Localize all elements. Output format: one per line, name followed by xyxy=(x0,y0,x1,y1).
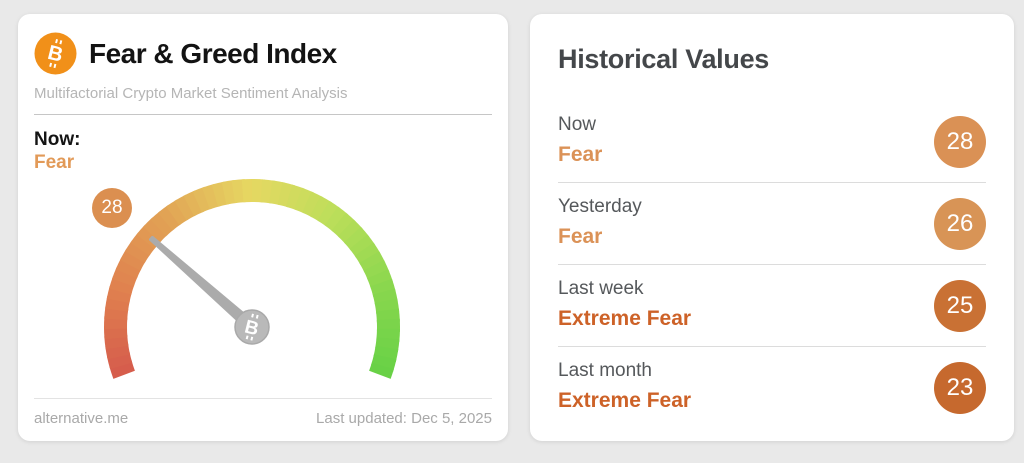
row-period-label: Last week xyxy=(558,278,644,299)
footer-link[interactable]: alternative.me xyxy=(34,410,129,427)
gauge-card-footer: alternative.me Last updated: Dec 5, 2025 xyxy=(34,398,492,427)
row-classification: Extreme Fear xyxy=(558,307,692,330)
svg-text:B: B xyxy=(242,317,260,341)
now-label: Now: xyxy=(34,129,81,150)
gauge-arc: B xyxy=(104,179,400,379)
gauge: 28 B xyxy=(18,175,508,398)
historical-row-now: Now Fear 28 xyxy=(558,101,986,183)
subtitle: Multifactorial Crypto Market Sentiment A… xyxy=(34,85,348,102)
last-updated-text: Last updated: Dec 5, 2025 xyxy=(316,410,492,427)
gauge-value-badge: 28 xyxy=(92,188,132,228)
row-value-badge: 28 xyxy=(934,115,986,168)
historical-row-last-month: Last month Extreme Fear 23 xyxy=(558,347,986,428)
bitcoin-icon: B xyxy=(34,32,77,75)
row-period-label: Now xyxy=(558,114,597,135)
row-value-badge: 23 xyxy=(934,361,986,414)
historical-row-yesterday: Yesterday Fear 26 xyxy=(558,183,986,265)
historical-rows: Now Fear 28 Yesterday Fear 26 Last week … xyxy=(558,101,986,428)
row-period-label: Yesterday xyxy=(558,196,642,217)
hub-bitcoin-icon: B xyxy=(242,313,261,341)
historical-values-card: Historical Values Now Fear 28 Yesterday … xyxy=(530,14,1014,441)
gauge-card-header: B Fear & Greed Index xyxy=(34,32,492,75)
svg-text:B: B xyxy=(45,41,65,67)
gauge-hub xyxy=(234,309,270,345)
fear-greed-card: B Fear & Greed Index Multifactorial Cryp… xyxy=(18,14,508,441)
row-classification: Fear xyxy=(558,143,603,166)
row-value-badge: 26 xyxy=(934,197,986,250)
historical-row-last-week: Last week Extreme Fear 25 xyxy=(558,265,986,347)
historical-title: Historical Values xyxy=(558,44,770,74)
row-value-badge: 25 xyxy=(934,279,986,332)
row-period-label: Last month xyxy=(558,360,652,381)
header-divider xyxy=(34,114,492,115)
row-classification: Extreme Fear xyxy=(558,389,692,412)
row-classification: Fear xyxy=(558,225,603,248)
page-title: Fear & Greed Index xyxy=(89,37,337,69)
now-classification: Fear xyxy=(34,152,75,173)
